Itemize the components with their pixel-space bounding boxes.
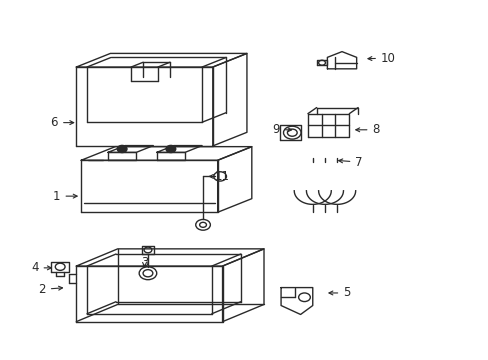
- Text: 3: 3: [141, 256, 148, 269]
- Text: 1: 1: [53, 190, 77, 203]
- Text: 6: 6: [50, 116, 74, 129]
- Circle shape: [117, 145, 127, 153]
- Text: 5: 5: [328, 287, 350, 300]
- Text: 9: 9: [272, 123, 291, 136]
- Text: 10: 10: [367, 51, 395, 64]
- Circle shape: [165, 145, 175, 153]
- Text: 2: 2: [39, 283, 62, 296]
- Text: 4: 4: [31, 261, 51, 274]
- Text: 8: 8: [355, 123, 379, 136]
- Text: 7: 7: [338, 156, 362, 168]
- Text: 11: 11: [209, 170, 229, 183]
